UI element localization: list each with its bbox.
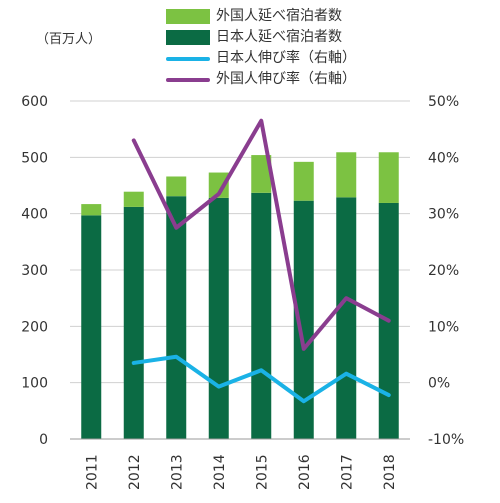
legend-item-japanese-stays: 日本人延べ宿泊者数: [166, 27, 356, 48]
right-axis-tick-label: 50%: [428, 94, 459, 110]
legend-swatch-japanese-growth: [166, 56, 210, 61]
x-axis-tick-label: 2014: [212, 454, 228, 490]
bar-foreign-stays: [378, 152, 399, 203]
right-axis-tick-label: 40%: [428, 150, 459, 166]
bar-foreign-stays: [251, 155, 272, 193]
legend-swatch-foreign-stays: [166, 9, 210, 24]
left-axis-tick-label: 100: [21, 376, 48, 392]
x-axis-tick-label: 2013: [169, 454, 185, 490]
bar-japanese-stays: [208, 197, 229, 439]
legend-label-japanese-stays: 日本人延べ宿泊者数: [216, 29, 342, 45]
bar-foreign-stays: [81, 204, 102, 216]
line-japanese-growth: [131, 354, 391, 404]
legend-label-foreign-growth: 外国人伸び率（右軸）: [216, 71, 356, 87]
line-foreign-growth: [131, 118, 391, 351]
bar-japanese-stays: [251, 192, 272, 439]
left-axis-tick-label: 300: [21, 263, 48, 279]
bar-japanese-stays: [293, 200, 314, 439]
right-axis-tick-label: 10%: [428, 319, 459, 335]
x-axis-tick-label: 2015: [254, 454, 270, 490]
x-axis-tick-label: 2012: [127, 454, 143, 490]
chart-legend: 外国人延べ宿泊者数 日本人延べ宿泊者数 日本人伸び率（右軸） 外国人伸び率（右軸…: [166, 6, 356, 90]
bar-japanese-stays: [166, 196, 187, 439]
left-axis-tick-label: 400: [21, 207, 48, 223]
legend-label-foreign-stays: 外国人延べ宿泊者数: [216, 8, 342, 24]
right-axis-tick-label: 20%: [428, 263, 459, 279]
bar-foreign-stays: [208, 172, 229, 198]
bar-foreign-stays: [166, 176, 187, 197]
bar-foreign-stays: [293, 161, 314, 201]
x-axis-tick-label: 2018: [382, 454, 398, 490]
left-axis-tick-label: 200: [21, 319, 48, 335]
right-axis-tick-label: -10%: [428, 432, 464, 448]
x-axis-tick-label: 2016: [297, 454, 313, 490]
legend-item-japanese-growth: 日本人伸び率（右軸）: [166, 48, 356, 69]
left-axis-tick-label: 0: [39, 432, 48, 448]
x-axis-tick-label: 2017: [339, 454, 355, 490]
bar-japanese-stays: [81, 215, 102, 439]
legend-label-japanese-growth: 日本人伸び率（右軸）: [216, 50, 356, 66]
bar-japanese-stays: [336, 197, 357, 439]
bar-foreign-stays: [336, 152, 357, 198]
right-axis-tick-label: 30%: [428, 207, 459, 223]
legend-item-foreign-growth: 外国人伸び率（右軸）: [166, 69, 356, 90]
legend-swatch-japanese-stays: [166, 30, 210, 45]
left-axis-unit: （百万人）: [36, 32, 102, 47]
x-axis-tick-label: 2011: [84, 454, 100, 490]
right-axis-tick-label: 0%: [428, 376, 450, 392]
bar-japanese-stays: [123, 206, 144, 439]
legend-swatch-foreign-growth: [166, 77, 210, 82]
bar-foreign-stays: [123, 191, 144, 207]
legend-item-foreign-stays: 外国人延べ宿泊者数: [166, 6, 356, 27]
left-axis-tick-label: 500: [21, 150, 48, 166]
left-axis-tick-label: 600: [21, 94, 48, 110]
